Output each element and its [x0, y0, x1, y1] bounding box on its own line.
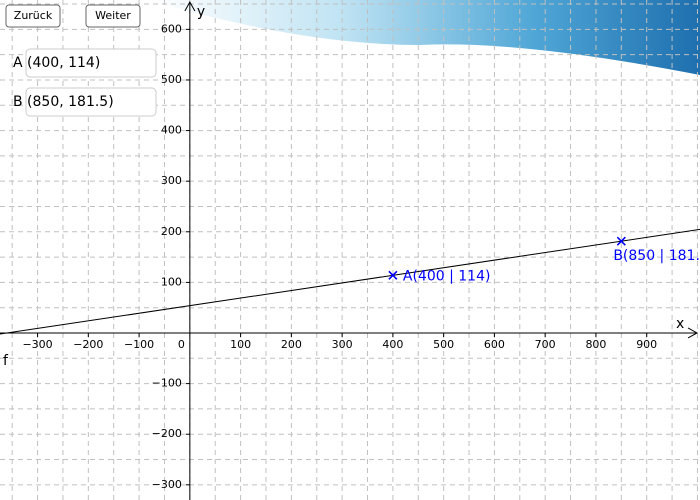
- point-label: B(850 | 181.5): [613, 248, 700, 264]
- x-tick-label: 100: [230, 338, 251, 351]
- x-tick-label: 200: [281, 338, 302, 351]
- y-axis-arrow: [184, 0, 196, 12]
- x-tick-label: 600: [484, 338, 505, 351]
- header-image: [150, 0, 700, 75]
- button[interactable]: [85, 4, 141, 28]
- input-field[interactable]: [25, 48, 157, 78]
- y-tick-label: 600: [161, 22, 182, 35]
- y-tick-label: 200: [161, 225, 182, 238]
- line-label: f: [3, 353, 9, 369]
- button-label[interactable]: Weiter: [95, 9, 131, 22]
- button-label[interactable]: Zurück: [14, 9, 53, 22]
- input-text[interactable]: B (850, 181.5): [13, 94, 114, 110]
- x-axis-arrow: [687, 327, 699, 339]
- y-axis-label: y: [197, 4, 205, 20]
- point: [616, 236, 626, 246]
- y-tick-label: −200: [152, 427, 182, 440]
- y-tick-label: 300: [161, 174, 182, 187]
- point-label: A(400 | 114): [403, 268, 491, 284]
- input-field[interactable]: [25, 87, 157, 117]
- x-tick-label: −300: [22, 338, 52, 351]
- x-tick-label: 300: [332, 338, 353, 351]
- x-tick-label: 500: [433, 338, 454, 351]
- point: [388, 270, 398, 280]
- y-tick-label: 500: [161, 73, 182, 86]
- x-axis-label: x: [676, 316, 684, 332]
- button[interactable]: [5, 4, 61, 28]
- x-tick-label: −200: [73, 338, 103, 351]
- line-f: [0, 228, 700, 335]
- x-tick-label: −100: [124, 338, 154, 351]
- x-tick-label: 400: [382, 338, 403, 351]
- controls: Zurück Weiter A (400, 114) B (850, 181.5…: [5, 4, 157, 117]
- x-tick-label: 700: [535, 338, 556, 351]
- y-tick-label: −100: [152, 377, 182, 390]
- y-tick-label: −300: [152, 478, 182, 491]
- x-tick-label: 800: [585, 338, 606, 351]
- input-text[interactable]: A (400, 114): [13, 55, 100, 71]
- x-tick-label: 900: [636, 338, 657, 351]
- y-tick-label: 100: [161, 275, 182, 288]
- y-tick-label: 400: [161, 124, 182, 137]
- origin-label: 0: [178, 338, 185, 351]
